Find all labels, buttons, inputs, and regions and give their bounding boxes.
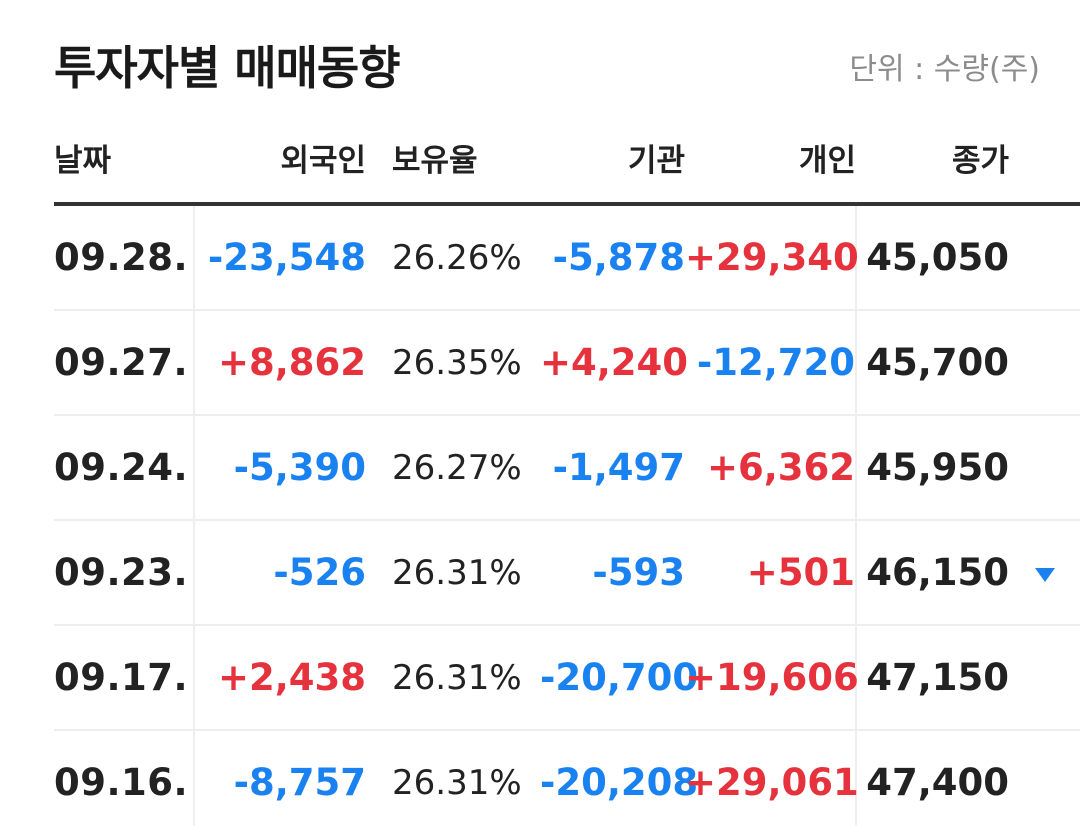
cell-individual: +501 — [685, 520, 857, 626]
cell-trend — [1009, 204, 1080, 311]
cell-trend — [1009, 730, 1080, 826]
section-header: 투자자별 매매동향 단위 : 수량(주) — [54, 22, 1040, 102]
cell-ratio: 26.31% — [366, 625, 540, 731]
cell-foreign: -526 — [194, 520, 366, 626]
cell-foreign: -5,390 — [194, 415, 366, 521]
header-individual: 개인 — [685, 112, 856, 206]
header-date: 날짜 — [54, 112, 194, 206]
cell-date: 09.16. — [54, 730, 195, 826]
unit-label: 단위 : 수량(주) — [849, 52, 1040, 87]
table-header-row: 날짜 외국인 보유율 기관 개인 종가 — [54, 112, 1080, 206]
down-triangle-icon — [1035, 567, 1055, 582]
cell-individual: -12,720 — [685, 310, 857, 416]
cell-date: 09.24. — [54, 415, 195, 521]
cell-individual: +19,606 — [685, 625, 859, 731]
cell-date: 09.27. — [54, 310, 195, 416]
cell-individual: +29,061 — [685, 730, 859, 826]
trading-table: 날짜 외국인 보유율 기관 개인 종가 09.28. -23,548 26.26… — [54, 112, 1080, 826]
cell-ratio: 26.35% — [366, 310, 540, 416]
table-row: 09.27. +8,862 26.35% +4,240 -12,720 45,7… — [54, 310, 1080, 416]
cell-trend — [1009, 625, 1080, 731]
cell-date: 09.23. — [54, 520, 195, 626]
table-row: 09.24. -5,390 26.27% -1,497 +6,362 45,95… — [54, 415, 1080, 521]
table-row: 09.28. -23,548 26.26% -5,878 +29,340 45,… — [54, 204, 1080, 311]
cell-foreign: +2,438 — [194, 625, 366, 731]
cell-ratio: 26.26% — [366, 204, 540, 311]
cell-individual: +29,340 — [685, 204, 859, 311]
cell-close: 46,150 — [856, 520, 1009, 626]
cell-institution: -20,208 — [540, 730, 698, 826]
cell-foreign: -8,757 — [194, 730, 366, 826]
header-close: 종가 — [856, 112, 1009, 206]
cell-close: 45,050 — [856, 204, 1009, 311]
cell-trend — [1009, 520, 1080, 626]
cell-individual: +6,362 — [685, 415, 857, 521]
cell-ratio: 26.27% — [366, 415, 540, 521]
cell-institution: +4,240 — [540, 310, 688, 416]
cell-trend — [1009, 310, 1080, 416]
cell-ratio: 26.31% — [366, 520, 540, 626]
cell-ratio: 26.31% — [366, 730, 540, 826]
header-foreign: 외국인 — [194, 112, 366, 206]
table-row: 09.16. -8,757 26.31% -20,208 +29,061 47,… — [54, 730, 1080, 826]
cell-institution: -593 — [540, 520, 685, 626]
cell-foreign: -23,548 — [194, 204, 366, 311]
cell-close: 47,150 — [856, 625, 1009, 731]
cell-foreign: +8,862 — [194, 310, 366, 416]
section-title: 투자자별 매매동향 — [54, 41, 401, 95]
table-body: 09.28. -23,548 26.26% -5,878 +29,340 45,… — [54, 204, 1080, 826]
cell-trend — [1009, 415, 1080, 521]
header-ratio: 보유율 — [366, 112, 540, 206]
cell-date: 09.28. — [54, 204, 195, 311]
cell-close: 47,400 — [856, 730, 1009, 826]
header-trend — [1009, 112, 1080, 206]
cell-institution: -1,497 — [540, 415, 685, 521]
table-row: 09.17. +2,438 26.31% -20,700 +19,606 47,… — [54, 625, 1080, 731]
table-row: 09.23. -526 26.31% -593 +501 46,150 — [54, 520, 1080, 626]
cell-institution: -20,700 — [540, 625, 698, 731]
header-institution: 기관 — [540, 112, 685, 206]
cell-date: 09.17. — [54, 625, 195, 731]
cell-institution: -5,878 — [540, 204, 685, 311]
cell-close: 45,950 — [856, 415, 1009, 521]
cell-close: 45,700 — [856, 310, 1009, 416]
